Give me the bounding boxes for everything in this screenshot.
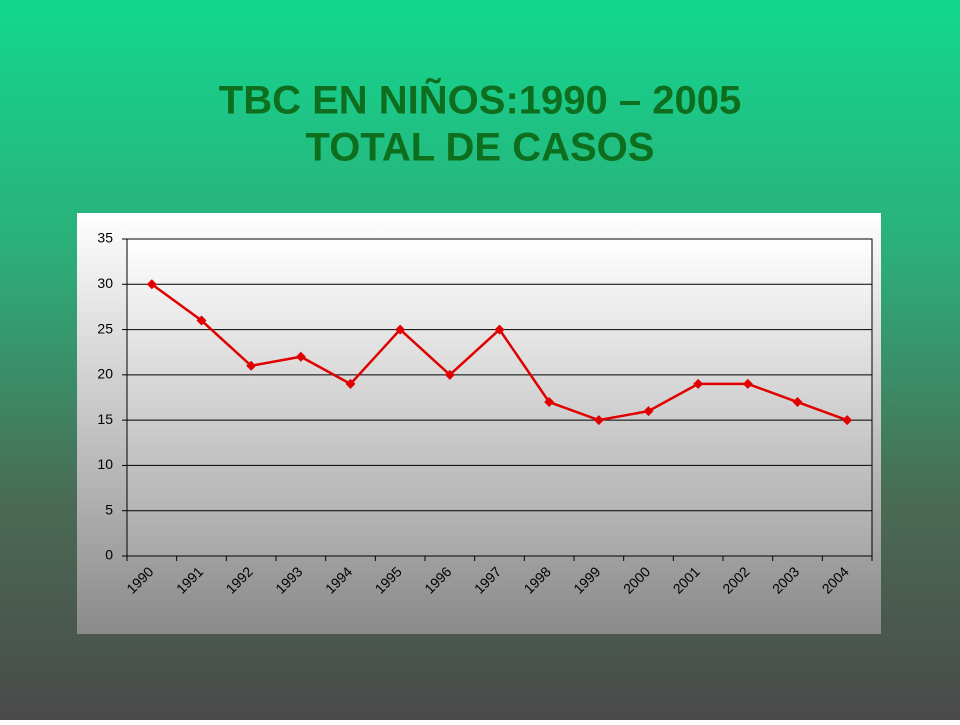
marker [196, 315, 207, 326]
y-tick-label: 25 [97, 320, 113, 336]
y-tick-label: 35 [97, 230, 113, 246]
y-tick-label: 20 [97, 366, 113, 382]
marker [246, 360, 257, 371]
marker [494, 324, 505, 335]
marker [842, 415, 853, 426]
y-tick-label: 10 [97, 456, 113, 472]
chart-subtitle: TOTAL DE CASOS [306, 126, 655, 170]
chart-title: TBC EN NIÑOS:1990 – 2005 [219, 77, 741, 123]
marker [792, 397, 803, 408]
y-tick-label: 0 [105, 547, 113, 563]
marker [643, 406, 654, 417]
marker [395, 324, 406, 335]
plot-area [126, 238, 873, 557]
y-tick-label: 5 [105, 501, 113, 517]
y-tick-label: 15 [97, 411, 113, 427]
marker [444, 369, 455, 380]
marker [295, 351, 306, 362]
marker [345, 378, 356, 389]
y-tick-label: 30 [97, 275, 113, 291]
marker [146, 279, 157, 290]
marker [544, 397, 555, 408]
marker [742, 378, 753, 389]
marker [693, 378, 704, 389]
marker [593, 415, 604, 426]
